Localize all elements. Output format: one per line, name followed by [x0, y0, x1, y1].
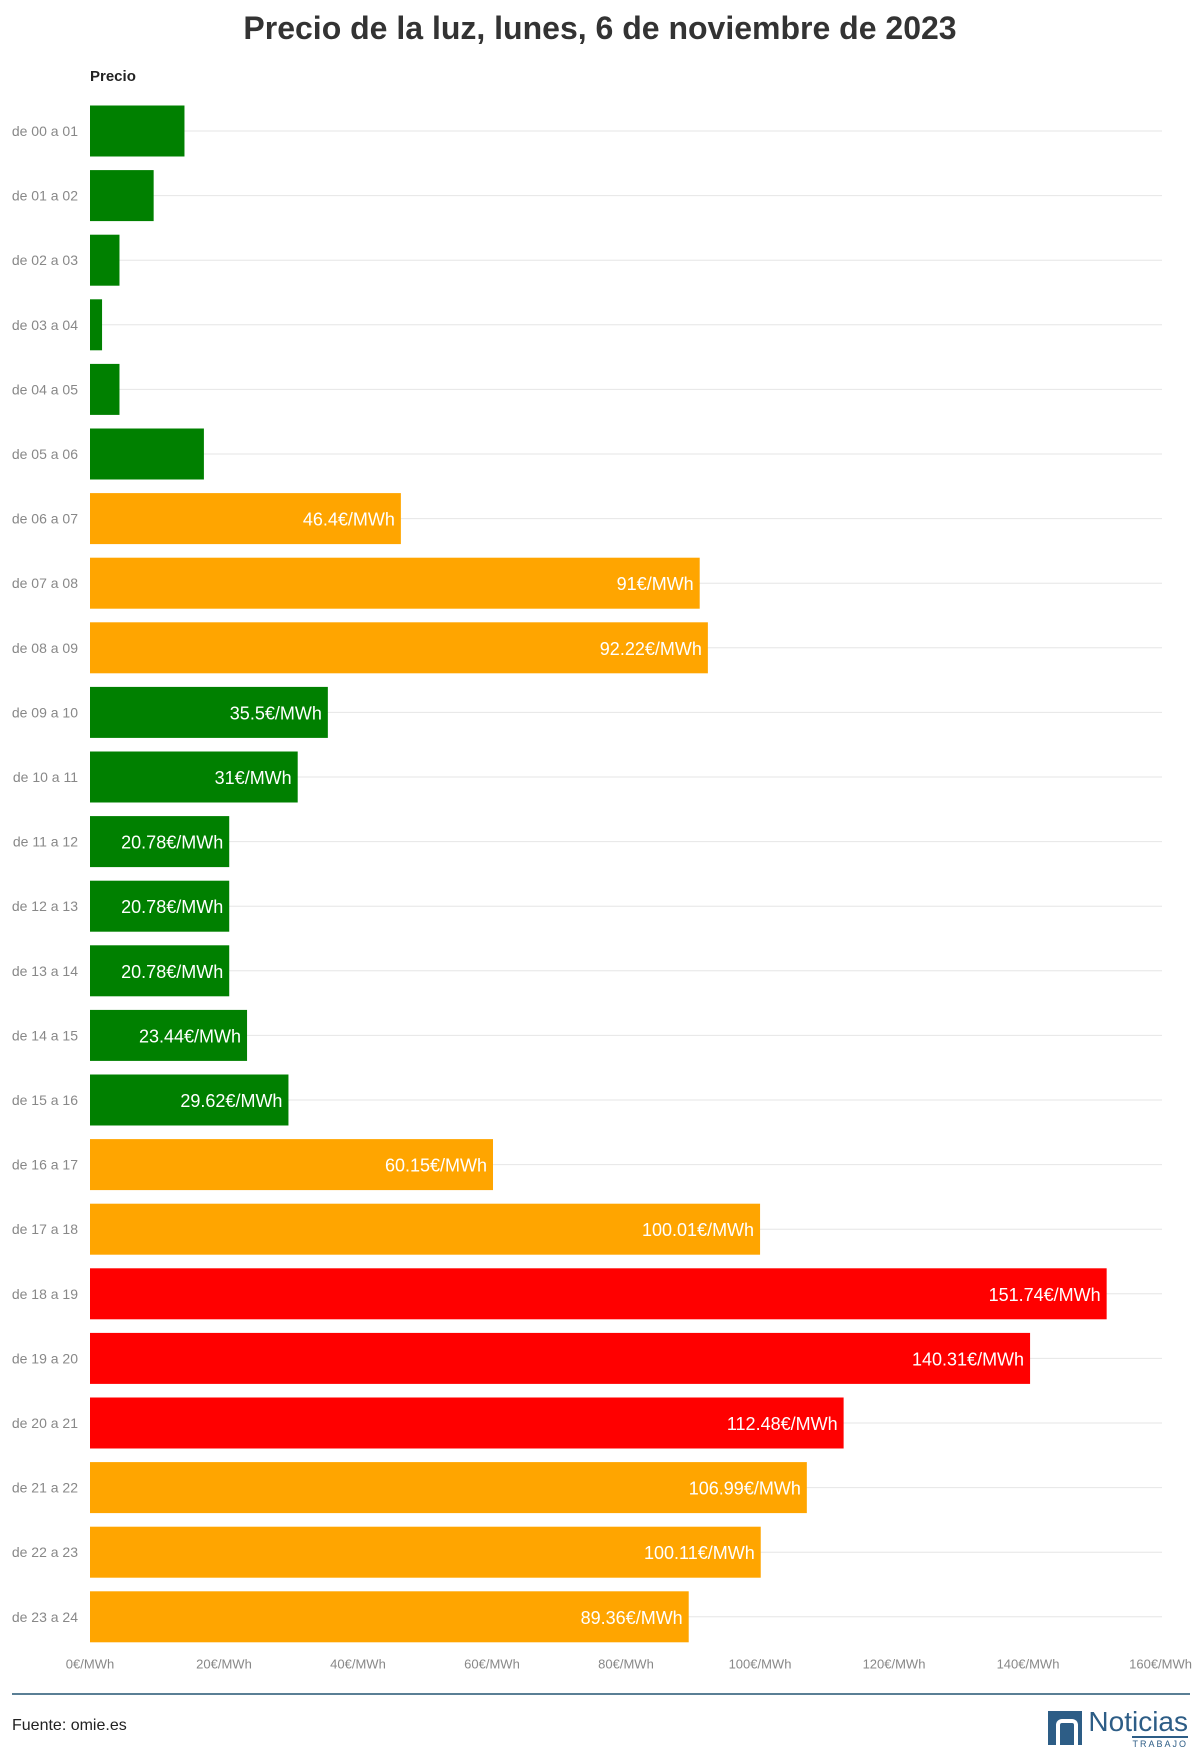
noticias-trabajo-logo-icon: [1048, 1711, 1083, 1745]
bar: [90, 363, 120, 415]
category-label: de 14 a 15: [12, 1027, 78, 1043]
category-label: de 19 a 20: [12, 1350, 78, 1366]
data-label: 100.11€/MWh: [644, 1543, 755, 1563]
data-label: 106.99€/MWh: [689, 1479, 801, 1499]
category-label: de 15 a 16: [12, 1092, 78, 1108]
x-tick-label: 80€/MWh: [598, 1656, 654, 1671]
bar: [90, 1139, 494, 1191]
category-label: de 17 a 18: [12, 1221, 78, 1237]
category-label: de 11 a 12: [13, 834, 78, 850]
category-label: de 01 a 02: [12, 188, 78, 204]
bar: [90, 1332, 1031, 1384]
category-label: de 05 a 06: [12, 446, 78, 462]
bar: [90, 945, 230, 997]
data-label: 92.22€/MWh: [600, 639, 702, 659]
data-label: 112.48€/MWh: [727, 1414, 838, 1434]
bar: [90, 1591, 689, 1643]
bar: [90, 1526, 761, 1578]
footer-divider: [12, 1693, 1190, 1695]
category-label: de 04 a 05: [12, 381, 78, 397]
data-label: 35.5€/MWh: [230, 703, 322, 723]
category-label: de 03 a 04: [12, 317, 78, 333]
data-label: 31€/MWh: [215, 768, 292, 788]
bar: [90, 1268, 1107, 1320]
category-label: de 18 a 19: [12, 1286, 78, 1302]
category-label: de 21 a 22: [12, 1480, 78, 1496]
x-tick-label: 100€/MWh: [729, 1656, 792, 1671]
bar: [90, 105, 185, 157]
bar-chart: de 00 a 01 de 01 a 02 de 02 a 03 de 03 a 04…: [12, 105, 1192, 1671]
x-tick-label: 160€/MWh: [1129, 1656, 1192, 1671]
bar: [90, 234, 120, 286]
category-label: de 10 a 11: [13, 769, 78, 785]
brand-logo[interactable]: Noticias TRABAJO: [1048, 1705, 1188, 1749]
bar: [90, 170, 154, 222]
bar: [90, 751, 298, 803]
category-label: de 12 a 13: [12, 898, 78, 914]
category-label: de 08 a 09: [12, 640, 78, 656]
category-label: de 02 a 03: [12, 252, 78, 268]
logo-name: Noticias: [1088, 1705, 1188, 1737]
data-label: 29.62€/MWh: [180, 1091, 282, 1111]
bar: [90, 299, 103, 351]
data-label: 20.78€/MWh: [121, 962, 223, 982]
bar: [90, 622, 708, 674]
bar: [90, 1397, 844, 1449]
data-label: 91€/MWh: [617, 574, 694, 594]
logo-text: Noticias TRABAJO: [1088, 1705, 1188, 1749]
y-axis-title: Precio: [90, 68, 136, 85]
bar: [90, 1009, 248, 1061]
x-tick-label: 40€/MWh: [330, 1656, 386, 1671]
x-tick-label: 120€/MWh: [863, 1656, 926, 1671]
x-tick-label: 140€/MWh: [997, 1656, 1060, 1671]
data-label: 140.31€/MWh: [912, 1349, 1024, 1369]
bar: [90, 880, 230, 932]
category-label: de 09 a 10: [12, 704, 78, 720]
data-label: 20.78€/MWh: [121, 897, 223, 917]
bar: [90, 557, 700, 609]
logo-subtitle: TRABAJO: [1132, 1735, 1188, 1749]
category-label: de 07 a 08: [12, 575, 78, 591]
category-label: de 00 a 01: [12, 123, 78, 139]
category-label: de 13 a 14: [12, 963, 78, 979]
chart-title: Precio de la luz, lunes, 6 de noviembre …: [243, 10, 957, 46]
x-tick-label: 0€/MWh: [66, 1656, 114, 1671]
category-label: de 06 a 07: [12, 511, 78, 527]
data-label: 46.4€/MWh: [303, 510, 395, 530]
bar: [90, 1203, 761, 1255]
bar: [90, 816, 230, 868]
bar: [90, 1074, 289, 1126]
x-tick-label: 60€/MWh: [464, 1656, 520, 1671]
data-label: 89.36€/MWh: [581, 1608, 683, 1628]
bar: [90, 1462, 807, 1514]
category-label: de 20 a 21: [12, 1415, 78, 1431]
data-label: 151.74€/MWh: [989, 1285, 1101, 1305]
category-label: de 16 a 17: [12, 1157, 78, 1173]
data-label: 60.15€/MWh: [385, 1156, 487, 1176]
source-note: Fuente: omie.es: [12, 1717, 127, 1734]
bar: [90, 686, 328, 738]
bar: [90, 493, 401, 545]
data-label: 23.44€/MWh: [139, 1026, 241, 1046]
data-label: 100.01€/MWh: [642, 1220, 754, 1240]
bar: [90, 428, 204, 480]
x-tick-label: 20€/MWh: [196, 1656, 252, 1671]
data-label: 20.78€/MWh: [121, 833, 223, 853]
category-label: de 23 a 24: [12, 1609, 78, 1625]
category-label: de 22 a 23: [12, 1544, 78, 1560]
